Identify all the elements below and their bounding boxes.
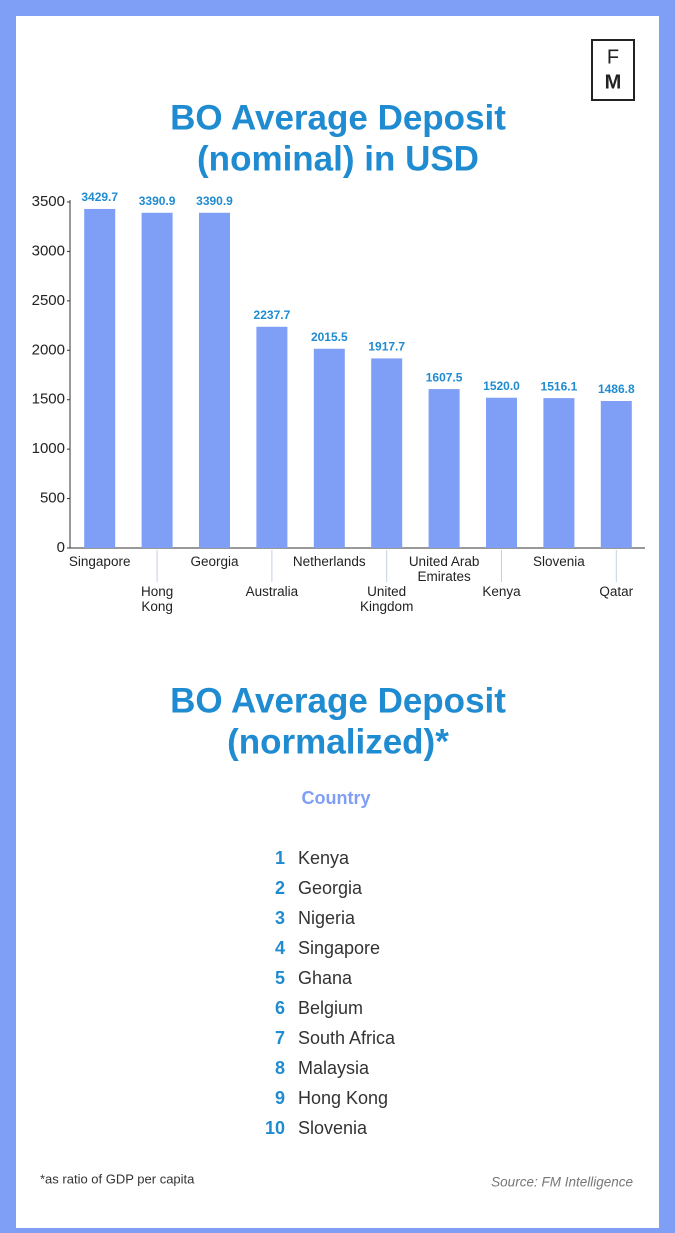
bar <box>428 389 460 548</box>
bar <box>313 348 345 548</box>
rank-number: 9 <box>275 1088 285 1108</box>
panel <box>16 16 659 1228</box>
rank-country: South Africa <box>298 1028 396 1048</box>
value-label: 1516.1 <box>541 379 578 393</box>
rank-country: Malaysia <box>298 1058 370 1078</box>
bar <box>141 212 173 548</box>
rank-number: 1 <box>275 848 285 868</box>
value-label: 2015.5 <box>311 330 348 344</box>
rank-country: Kenya <box>298 848 350 868</box>
value-label: 1607.5 <box>426 370 463 384</box>
value-label: 1520.0 <box>483 379 520 393</box>
y-tick-label: 1500 <box>32 391 65 408</box>
x-tick-label: Netherlands <box>292 554 366 569</box>
value-label: 1917.7 <box>368 340 405 354</box>
value-label: 3390.9 <box>139 194 176 208</box>
logo-box <box>591 39 635 101</box>
y-tick-label: 0 <box>57 539 65 556</box>
value-label: 3429.7 <box>81 190 118 204</box>
rank-country: Georgia <box>298 878 363 898</box>
y-tick-label: 3500 <box>32 193 65 210</box>
rank-number: 7 <box>275 1028 285 1048</box>
rank-country: Ghana <box>298 968 353 988</box>
rank-country: Slovenia <box>298 1118 368 1138</box>
rank-number: 5 <box>275 968 285 988</box>
bar <box>371 358 403 548</box>
x-tick-label: Australia <box>245 584 299 599</box>
logo-top: F <box>607 46 619 68</box>
rank-number: 10 <box>265 1118 285 1138</box>
bar <box>84 208 116 549</box>
x-tick-label: Hong Kong <box>140 584 174 614</box>
y-tick-label: 1000 <box>32 440 65 457</box>
x-tick-label: Georgia <box>190 554 239 569</box>
rank-number: 8 <box>275 1058 285 1078</box>
x-tick-label: United Kingdom <box>360 584 414 614</box>
rank-number: 6 <box>275 998 285 1018</box>
rank-number: 2 <box>275 878 285 898</box>
chart-subtitle: (nominal) in USD <box>197 139 479 178</box>
x-tick-label: Singapore <box>68 554 131 569</box>
footnote: *as ratio of GDP per capita <box>40 1171 195 1186</box>
y-tick-label: 2000 <box>32 341 65 358</box>
y-tick-label: 3000 <box>32 242 65 259</box>
bar <box>543 398 575 548</box>
bar <box>486 397 517 548</box>
x-tick-label: Kenya <box>482 584 521 599</box>
rank-number: 4 <box>275 938 285 958</box>
bar <box>199 212 230 548</box>
bar <box>600 401 632 548</box>
chart-title: BO Average Deposit <box>170 98 506 137</box>
rank-country: Hong Kong <box>298 1088 388 1108</box>
y-tick-label: 500 <box>40 490 65 507</box>
source: Source: FM Intelligence <box>491 1175 633 1190</box>
logo-bottom: M <box>605 71 622 93</box>
x-tick-label: United Arab Emirates <box>408 554 480 584</box>
ranking-subtitle: (normalized)* <box>227 722 449 761</box>
rank-country: Singapore <box>298 938 380 958</box>
x-tick-label: Qatar <box>599 584 634 599</box>
rank-number: 3 <box>275 908 285 928</box>
value-label: 1486.8 <box>598 382 635 396</box>
value-label: 3390.9 <box>196 194 233 208</box>
rank-country: Belgium <box>298 998 363 1018</box>
rank-country: Nigeria <box>298 908 356 928</box>
y-tick-label: 2500 <box>32 292 65 309</box>
x-tick-label: Slovenia <box>532 554 585 569</box>
bar <box>256 326 288 548</box>
ranking-title: BO Average Deposit <box>170 681 506 720</box>
value-label: 2237.7 <box>254 308 291 322</box>
ranking-header: Country <box>302 788 371 808</box>
